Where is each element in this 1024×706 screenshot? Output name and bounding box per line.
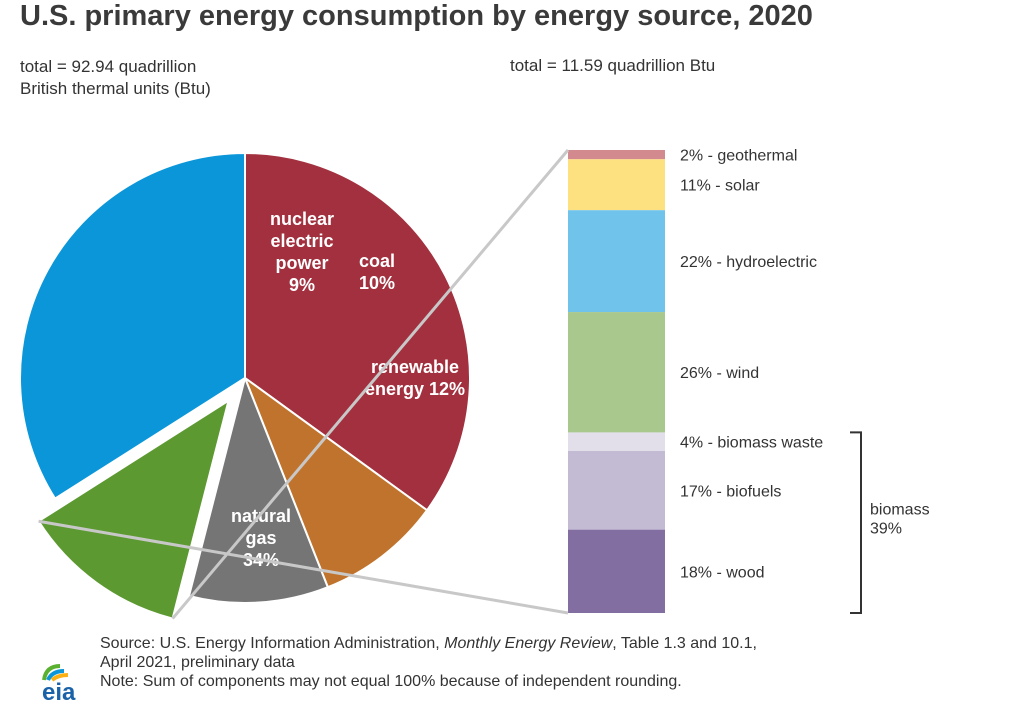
bar-label-hydroelectric: 22% - hydroelectric [680, 254, 817, 271]
pie-label-coal: coal 10% [359, 251, 395, 293]
pie-total-label: total = 92.94 quadrillion British therma… [20, 56, 320, 100]
biomass-group-line: biomass [870, 502, 930, 519]
source-note: Source: U.S. Energy Information Administ… [100, 634, 1000, 691]
pie-total-line1: total = 92.94 quadrillion [20, 57, 197, 76]
bar-segment-solar [568, 159, 665, 211]
source-prefix: Source: U.S. Energy Information Administ… [100, 635, 440, 652]
source-publication: Monthly Energy Review [444, 635, 613, 652]
bar-total-label: total = 11.59 quadrillion Btu [510, 56, 716, 75]
rounding-note: Note: Sum of components may not equal 10… [100, 673, 682, 690]
bar-segment-geothermal [568, 150, 665, 160]
source-suffix: , Table 1.3 and 10.1, [612, 635, 757, 652]
source-line2: April 2021, preliminary data [100, 654, 295, 671]
eia-logo: eia [42, 664, 76, 704]
pie-label-line: energy 12% [365, 379, 465, 399]
biomass-group-label: biomass 39% [870, 502, 930, 538]
chart-title: U.S. primary energy consumption by energ… [20, 0, 813, 32]
bar-segment-biomass-waste [568, 432, 665, 451]
logo-text: eia [42, 679, 76, 704]
pie-label-line: power [275, 253, 328, 273]
source-line1: Source: U.S. Energy Information Administ… [100, 634, 1000, 653]
bar-label-wind: 26% - wind [680, 365, 759, 382]
pie-label-line: nuclear [270, 209, 334, 229]
pie-label-nuclear: nuclear electric power 9% [270, 209, 334, 295]
biomass-bracket [850, 431, 862, 614]
connector-bottom [38, 519, 569, 615]
pie-label-line: renewable [371, 357, 459, 377]
bar-segment-hydroelectric [568, 210, 665, 313]
pie-label-line: coal [359, 251, 395, 271]
pie-label-line: 9% [289, 275, 315, 295]
pie-label-line: gas [245, 528, 276, 548]
bar-segment-biofuels [568, 450, 665, 530]
connector-top [171, 149, 570, 620]
bar-label-solar: 11% - solar [680, 178, 760, 195]
pie-label-renewable: renewable energy 12% [365, 357, 465, 399]
pie-slice-renewable [37, 398, 231, 620]
pie-label-line: electric [270, 231, 333, 251]
pie-slice-nuclear [242, 375, 429, 589]
bar-label-wood: 18% - wood [680, 564, 765, 581]
biomass-group-line: 39% [870, 521, 902, 538]
bar-label-biofuels: 17% - biofuels [680, 483, 781, 500]
bar-label-geothermal: 2% - geothermal [680, 148, 797, 165]
bar-segment-wood [568, 529, 665, 613]
bar-label-biomass-waste: 4% - biomass waste [680, 435, 823, 452]
bar-segment-wind [568, 312, 665, 433]
pie-slice-natural-gas [19, 151, 246, 500]
pie-slice-petroleum [244, 151, 471, 512]
pie-total-line2: British thermal units (Btu) [20, 79, 211, 98]
pie-label-line: 10% [359, 273, 395, 293]
pie-slice-coal [187, 374, 330, 604]
